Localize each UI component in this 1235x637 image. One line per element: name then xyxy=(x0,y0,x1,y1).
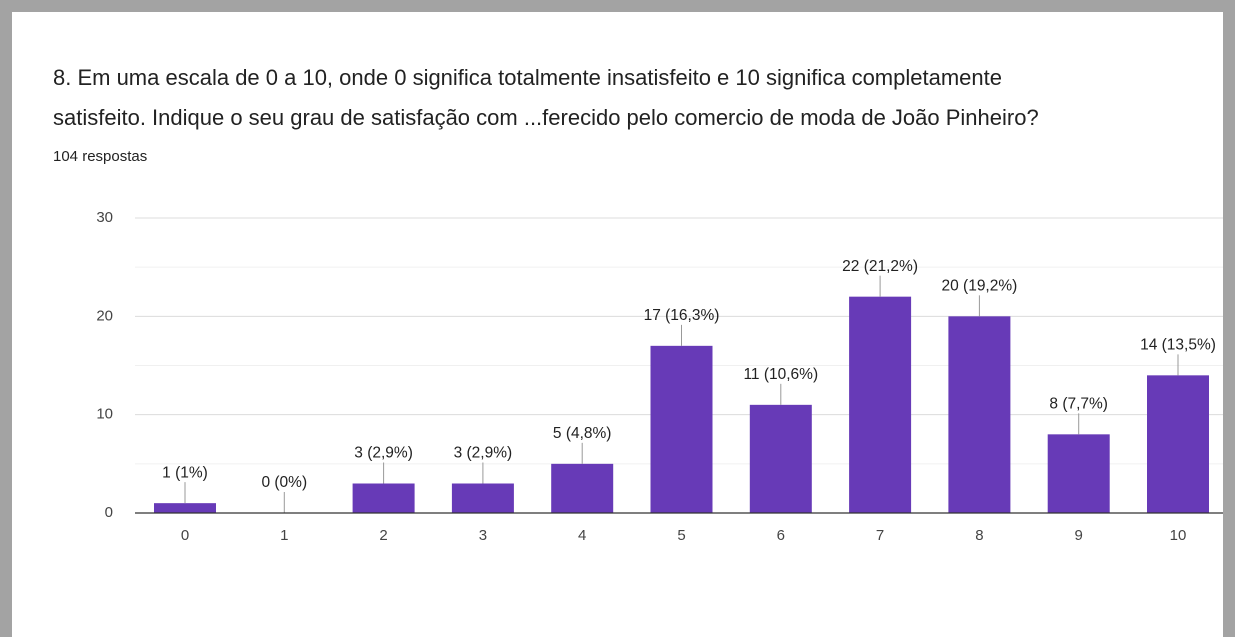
x-tick-label: 5 xyxy=(677,527,685,544)
value-label: 0 (0%) xyxy=(261,474,307,491)
bar xyxy=(1147,375,1209,513)
bar xyxy=(352,483,415,513)
y-tick-label: 10 xyxy=(96,406,113,423)
bar xyxy=(650,345,713,513)
x-tick-label: 10 xyxy=(1170,527,1187,544)
bar xyxy=(1047,434,1110,513)
x-tick-label: 7 xyxy=(876,527,884,544)
bar xyxy=(451,483,514,513)
value-label: 5 (4,8%) xyxy=(553,425,612,442)
bar xyxy=(749,404,812,513)
bar xyxy=(849,296,912,513)
x-tick-label: 9 xyxy=(1075,527,1083,544)
value-label: 22 (21,2%) xyxy=(842,258,918,275)
y-tick-label: 20 xyxy=(96,307,113,324)
card xyxy=(12,12,1223,637)
x-tick-label: 4 xyxy=(578,527,586,544)
x-tick-label: 2 xyxy=(379,527,387,544)
value-label: 3 (2,9%) xyxy=(354,445,413,462)
subtitle: 104 respostas xyxy=(53,148,147,165)
bar xyxy=(948,316,1011,513)
x-tick-label: 6 xyxy=(777,527,785,544)
bar xyxy=(551,463,614,513)
x-tick-label: 8 xyxy=(975,527,983,544)
x-tick-label: 3 xyxy=(479,527,487,544)
value-label: 14 (13,5%) xyxy=(1140,336,1216,353)
bar xyxy=(154,503,216,513)
value-label: 8 (7,7%) xyxy=(1049,395,1108,412)
value-label: 1 (1%) xyxy=(162,464,208,481)
chart-title: 8. Em uma escala de 0 a 10, onde 0 signi… xyxy=(53,65,1002,90)
value-label: 3 (2,9%) xyxy=(454,445,513,462)
chart-title: satisfeito. Indique o seu grau de satisf… xyxy=(53,105,1039,130)
x-tick-label: 0 xyxy=(181,527,189,544)
value-label: 11 (10,6%) xyxy=(743,366,818,383)
value-label: 17 (16,3%) xyxy=(644,307,720,324)
x-tick-label: 1 xyxy=(280,527,288,544)
y-tick-label: 0 xyxy=(105,504,113,521)
value-label: 20 (19,2%) xyxy=(941,277,1017,294)
y-tick-label: 30 xyxy=(96,209,113,226)
